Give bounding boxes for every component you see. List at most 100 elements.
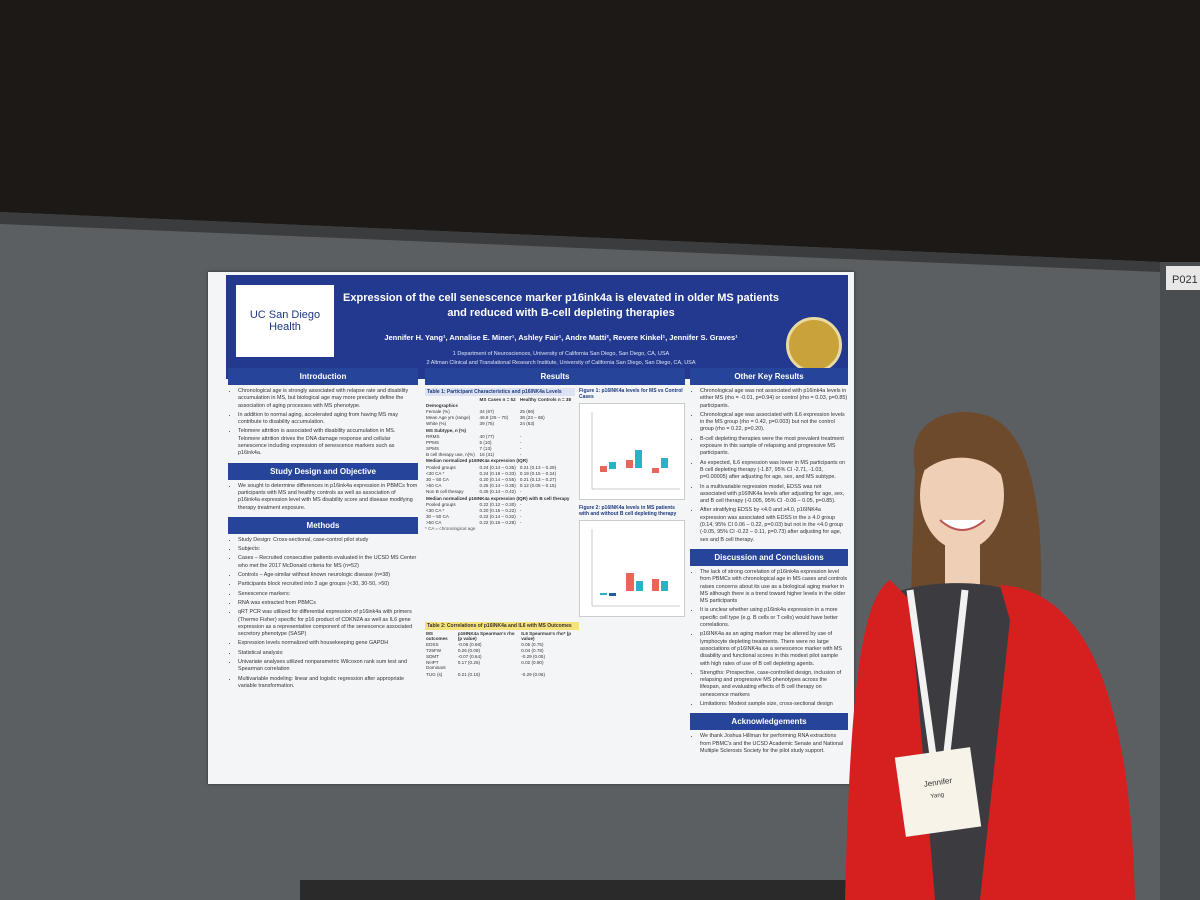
table-row: Pooled groups 0.22 (0.12 – 0.30) - [425,501,575,507]
bullet-text: p16INK4a as an aging marker may be alter… [700,631,848,667]
bullet-text: In a multivariable regression model, EDS… [700,484,848,506]
boxplot-figure [591,412,680,490]
bullet-list: We sought to determine differences in p1… [228,483,418,512]
table-row: Mean Age yrs (range) 46.8 (25 – 70) 38 (23… [425,415,575,421]
table-cell: MS Subtype, n (%) [426,427,467,433]
section: Other Key Results Chronological age was n… [690,368,848,544]
next-board [1160,262,1200,900]
table-header-cell: IL6 Spearman's rho* (p value) [521,630,572,641]
bullet-text: Controls – Age-similar without known neu… [238,572,418,579]
table-cell: 16 (31) [479,452,495,458]
table-cell: NHPT Dominant [426,660,446,671]
section-heading: Study Design and Objective [228,462,418,480]
authors: Jennifer H. Yang¹, Annalise E. Miner¹, A… [384,333,738,342]
table-header-cell: MS outcomes [426,630,448,641]
section: Study Design and Objective We sought to d… [228,462,418,512]
section-heading: Methods [228,516,418,534]
table-cell: - [519,452,522,458]
table-cell: TUG (s) [426,671,443,677]
board-frame [0,212,1160,272]
bullet-text: Chronological age was associated with IL… [700,412,848,434]
table-cell: White (%) [426,421,447,427]
bullet-text: Study Design: Cross-sectional, case-cont… [238,537,418,544]
board-label: P021 [1172,274,1198,286]
table-cell: 24 (63) [519,421,535,427]
section: Acknowledgements We thank Joshua Hillman … [690,713,848,755]
right-column: Other Key Results Chronological age was n… [690,368,848,776]
table: MS outcomes p16INK4a Spearman's rho (p va… [425,630,575,677]
table-row: >50 CA 0.22 (0.16 – 0.28) - [425,520,575,526]
table-cell: 0.21 (0.13 – 0.27) [519,477,557,483]
bullet-text: The lack of strong correlation of p16ink… [700,569,848,605]
table-cell: Female (%) [426,408,450,414]
bullet-text: We thank Joshua Hillman for performing R… [700,733,848,755]
table-cell: -0.29 (0.05) [521,654,545,660]
table-row: MS Subtype, n (%) [425,427,575,433]
table-row: >50 CA 0.25 (0.14 – 0.35) 0.12 (0.05 – 0.1… [425,483,575,489]
table-cell: 0.04 (0.78) [521,647,544,653]
bullet-text: Multivariable modeling: linear and logis… [238,676,418,691]
bullet-text: Strengths: Prospective, case-controlled … [700,670,848,699]
bullet-list: Chronological age is strongly associated… [228,388,418,458]
table-cell: Pooled groups [426,464,456,470]
table-cell: 0.17 (0.25) [457,660,481,666]
table-footnote: * CA = chronological age [425,525,476,531]
bullet-text: Subjects: [238,546,418,553]
figures: Figure 1: p16INK4a levels for MS vs Cont… [579,388,685,622]
section-heading: Acknowledgements [690,713,848,731]
table-cell: 46.8 (25 – 70) [479,415,509,421]
figure [579,403,685,500]
figure [579,520,685,617]
table-cell: - [519,520,522,526]
bullet-text: Telomere attrition is associated with di… [238,428,418,457]
table-row: 30 – 50 CA 0.22 (0.14 – 0.32) - [425,514,575,520]
table-cell: B cell therapy use, n(%) [426,452,475,458]
table-cell: Median normalized p16INK4a expression (I… [426,458,528,464]
table-cell: T25FW [426,647,442,653]
table-cell: 0.20 (0.15 – 0.22) [479,507,516,513]
table-row: SDMT -0.07 (0.64) -0.29 (0.05) [425,654,575,660]
table-row: TUG (s) 0.21 (0.16) -0.29 (0.06) [425,671,575,677]
table-cell: 5 (10) [479,439,492,445]
section-heading: Results [425,368,685,385]
table-row: Median normalized p16INK4a expression (I… [425,458,575,464]
table-cell: RRMS [426,433,440,439]
table-cell: - [519,489,522,495]
table-cell: <30 CA * [426,507,445,513]
table-cell: 0.05 (0.75) [521,641,544,647]
table-cell: Pooled groups [426,501,456,507]
back-wall [0,0,1200,230]
table-cell: 0.26 (0.08) [457,647,481,653]
figure-caption: Figure 2: p16INK4a levels in MS patients… [579,505,677,517]
table-caption: Table 2: Correlations of p16INK4a and IL… [425,622,579,630]
table-row: <30 CA * 0.24 (0.19 – 0.33) 0.19 (0.15 – 0… [425,470,575,476]
table-cell: >50 CA [426,520,442,526]
table-cell: 0.22 (0.16 – 0.28) [479,520,516,526]
table-header-cell: p16INK4a Spearman's rho (p value) [457,630,515,641]
bullet-text: Limitations: Modest sample size, cross-s… [700,701,848,708]
table-row: B cell therapy use, n(%) 16 (31) - [425,452,575,458]
table-cell: Non B cell therapy [426,489,464,495]
bullet-text: Chronological age was not associated wit… [700,388,848,410]
table-cell: >50 CA [426,483,442,489]
table-cell: - [519,514,522,520]
university-seal [786,317,842,373]
table-row: 30 – 50 CA 0.20 (0.14 – 0.55) 0.21 (0.13 –… [425,476,575,482]
table-cell: 0.22 (0.12 – 0.30) [479,501,516,507]
bullet-text: Univariate analyses utilized nonparametr… [238,659,418,674]
table-cell: Median normalized p16INK4a expression (I… [426,495,570,501]
bullet-text: Chronological age is strongly associated… [238,388,418,410]
table-cell: SDMT [426,654,440,660]
table-cell: Demographics [426,402,458,408]
section: Introduction Chronological age is strongl… [228,368,418,458]
table-cell: Mean Age yrs (range) [426,415,471,421]
table-cell: 40 (77) [479,433,495,439]
section-heading: Other Key Results [690,368,848,385]
table-block: Table 1: Participant Characteristics and… [425,388,575,622]
bullet-list: Chronological age was not associated wit… [690,388,848,544]
table-cell: 0.12 (0.05 – 0.15) [519,483,557,489]
table-cell: 0.25 (0.14 – 0.42) [479,489,516,495]
bullet-list: We thank Joshua Hillman for performing R… [690,733,848,755]
table-row: White (%) 39 (75) 24 (63) [425,421,575,427]
bullet-text: Senescence markers: [238,591,418,598]
